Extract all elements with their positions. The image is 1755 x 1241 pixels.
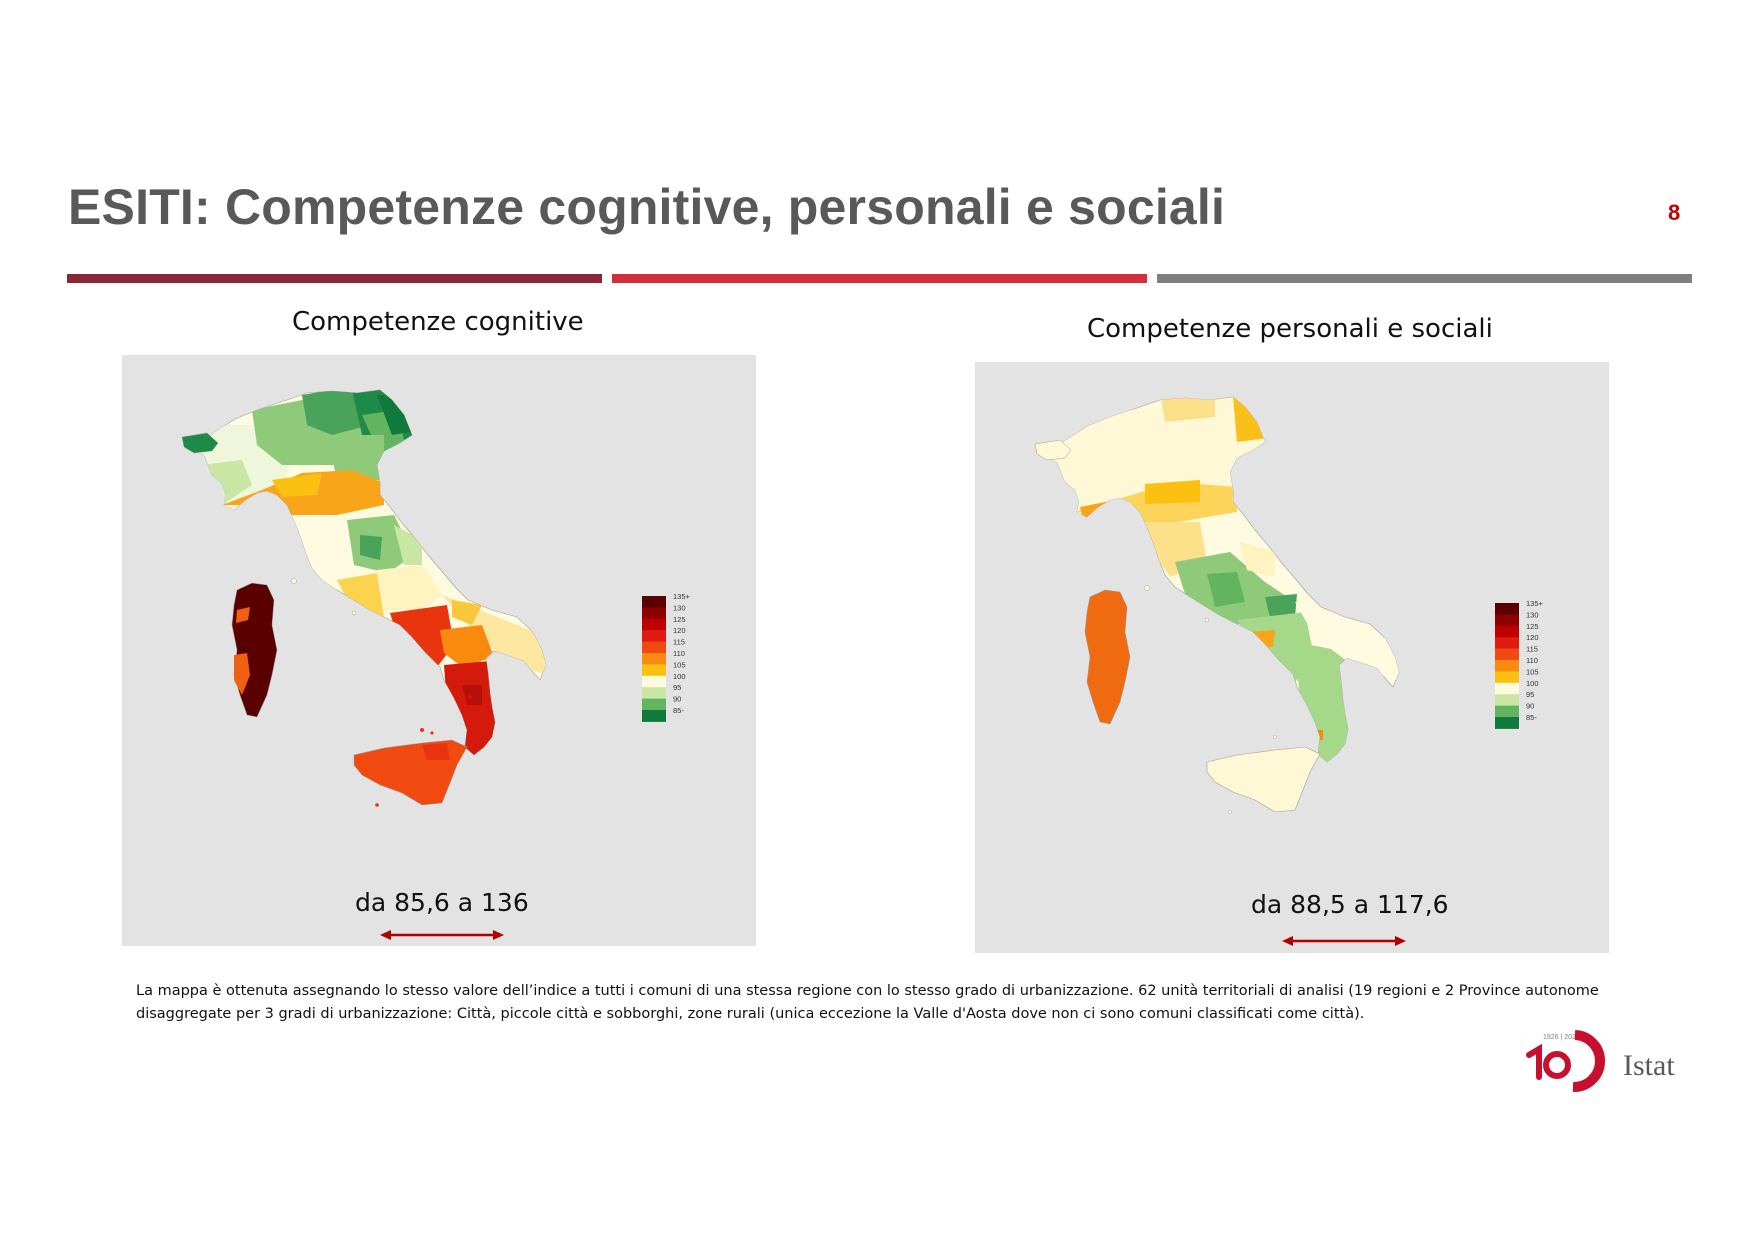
logo-wordmark: Istat	[1623, 1049, 1675, 1082]
italy-map-cognitive	[181, 389, 547, 807]
legend-swatch	[1495, 682, 1519, 695]
legend-swatch	[642, 698, 666, 711]
legend-label: 105	[673, 660, 686, 669]
footnote: La mappa è ottenuta assegnando lo stesso…	[136, 983, 1599, 1022]
page-number: 8	[1668, 200, 1681, 225]
header-rule-gray	[1157, 274, 1692, 283]
legend-label: 95	[673, 683, 681, 692]
legend-swatch	[642, 596, 666, 608]
legend-label: 135+	[1526, 599, 1544, 608]
map-regions-personal-social	[1043, 397, 1399, 762]
legend-swatch	[1495, 694, 1519, 707]
legend-swatch	[642, 653, 666, 665]
legend-swatch	[1495, 614, 1519, 627]
legend-label: 90	[1526, 702, 1534, 711]
legend-label: 100	[1526, 679, 1539, 688]
legend-swatch	[642, 664, 666, 677]
region-sardinia	[231, 582, 278, 718]
legend-swatch	[1495, 603, 1519, 615]
legend-label: 120	[1526, 633, 1539, 642]
region-sicily	[353, 739, 468, 806]
istat-logo: 1926 | 2026 Istat	[1526, 1030, 1675, 1092]
header-rule-red	[612, 274, 1147, 283]
header-rule-dark-red	[67, 274, 602, 283]
legend-swatch	[642, 607, 666, 620]
region-valle-aosta	[181, 432, 219, 454]
legend-label: 125	[673, 615, 686, 624]
legend-swatch	[1495, 637, 1519, 650]
logo-years: 1926 | 2026	[1543, 1034, 1580, 1041]
map-panel-personal-social: 135+ 130 125 120 115 110 105 100 95 90 85- da 88,5…	[975, 362, 1609, 953]
legend-swatch	[642, 675, 666, 688]
range-arrow-icon	[380, 930, 504, 940]
legend-swatch	[1495, 705, 1519, 718]
legend-label: 110	[1526, 656, 1538, 665]
region-valle-aosta-2	[1034, 439, 1072, 461]
legend-swatch	[1495, 671, 1519, 684]
legend-label: 90	[673, 695, 681, 704]
legend-cognitive: 135+ 130 125 120 115 110 105 100 95 90 85-	[642, 592, 691, 722]
range-text-cognitive: da 85,6 a 136	[355, 888, 529, 917]
legend-swatch	[642, 618, 666, 631]
legend-label: 105	[1526, 667, 1539, 676]
legend-label: 115	[1526, 645, 1538, 654]
map-title-personal-social: Competenze personali e sociali	[1087, 314, 1493, 344]
legend-swatch	[642, 710, 666, 722]
legend-swatch	[1495, 648, 1519, 661]
legend-swatch	[1495, 625, 1519, 638]
legend-swatch	[642, 630, 666, 643]
region-sardinia-2	[1084, 589, 1131, 725]
legend-label: 135+	[673, 592, 691, 601]
slide-title: ESITI: Competenze cognitive, personali e…	[68, 179, 1226, 235]
legend-label: 100	[673, 672, 686, 681]
legend-swatch	[642, 687, 666, 700]
legend-label: 130	[1526, 610, 1539, 619]
legend-label: 115	[673, 638, 685, 647]
italy-map-personal-social	[1034, 396, 1400, 815]
legend-label: 125	[1526, 622, 1539, 631]
map-panel-cognitive: 135+ 130 125 120 115 110 105 100 95 90 85- da 85,6…	[122, 355, 756, 946]
region-sicily-2	[1206, 746, 1321, 813]
map-regions-cognitive	[190, 390, 546, 755]
map-title-cognitive: Competenze cognitive	[292, 307, 584, 337]
legend-swatch	[1495, 660, 1519, 672]
range-arrow-icon	[1282, 936, 1406, 946]
legend-swatch	[642, 641, 666, 654]
legend-label: 110	[673, 649, 685, 658]
legend-personal-social: 135+ 130 125 120 115 110 105 100 95 90 85-	[1495, 599, 1544, 729]
legend-label: 120	[673, 626, 686, 635]
legend-label: 85-	[1526, 713, 1537, 722]
legend-label: 130	[673, 603, 686, 612]
range-text-personal-social: da 88,5 a 117,6	[1251, 890, 1449, 919]
legend-label: 95	[1526, 690, 1534, 699]
legend-swatch	[1495, 717, 1519, 729]
legend-label: 85-	[673, 706, 684, 715]
